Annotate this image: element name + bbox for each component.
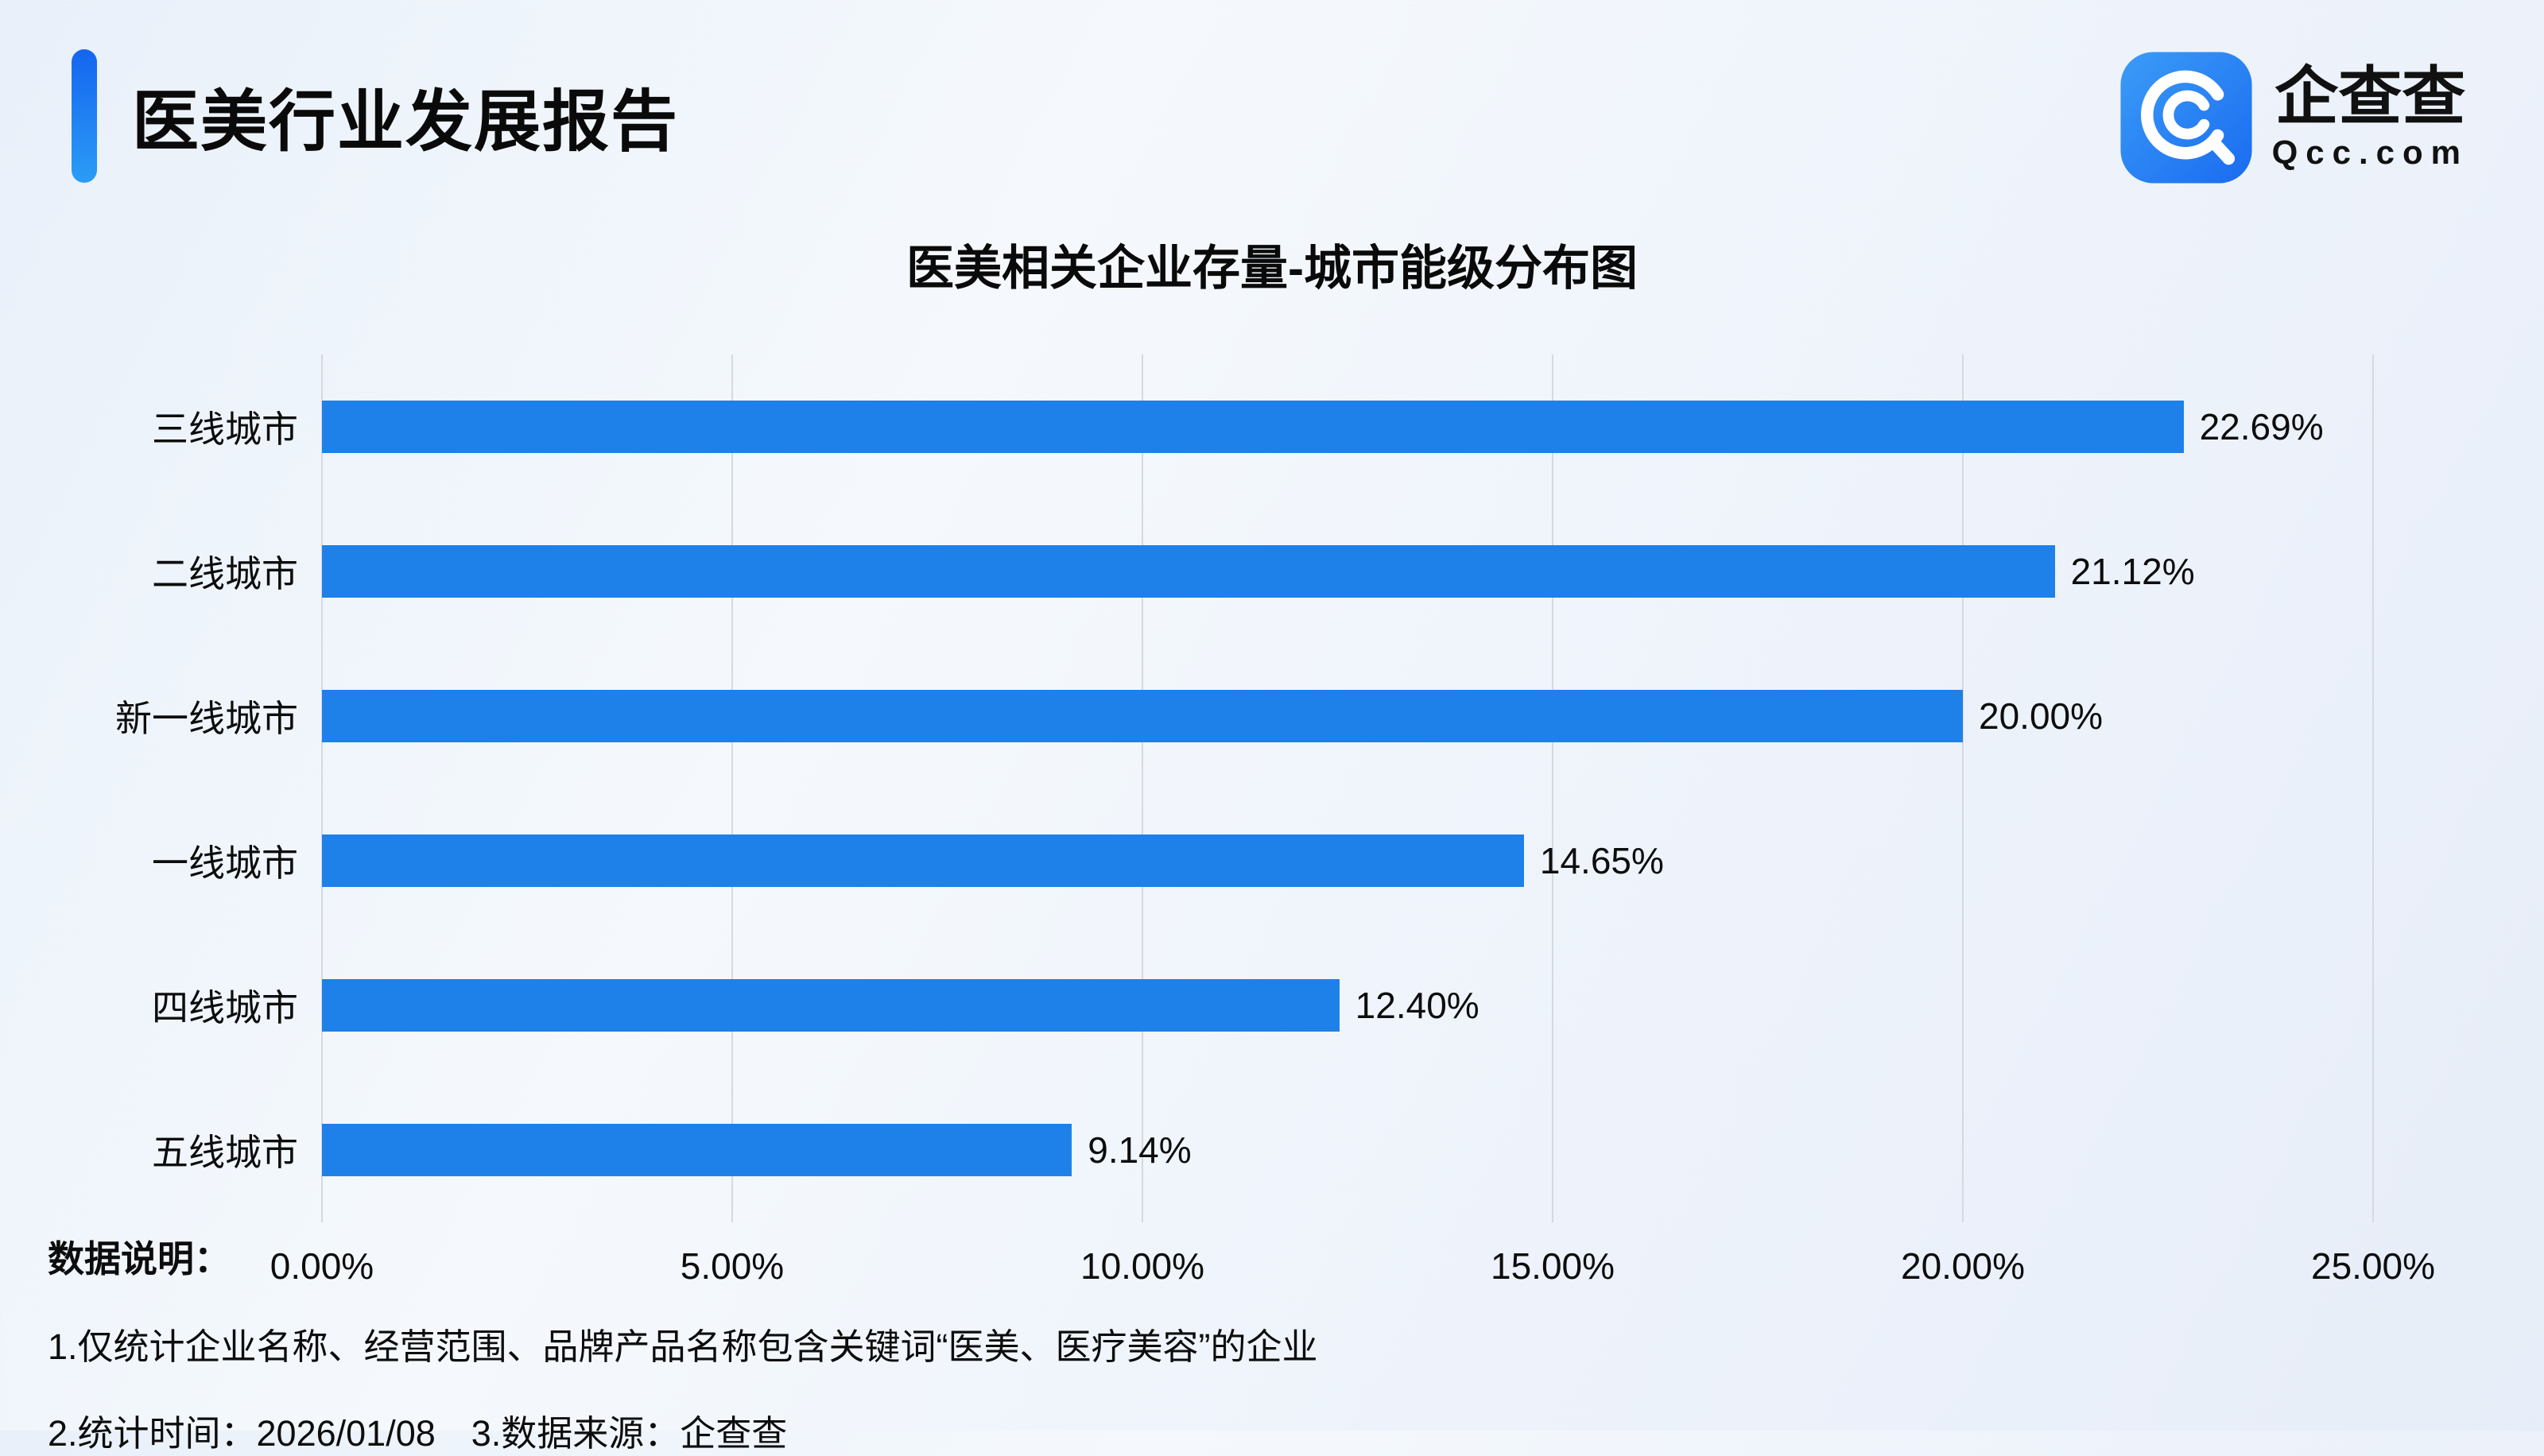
qcc-logo-icon xyxy=(2118,49,2255,186)
y-axis-label: 二线城市 xyxy=(152,553,298,594)
bar xyxy=(322,545,2055,598)
y-axis-label: 新一线城市 xyxy=(115,698,298,739)
bar-value-label: 21.12% xyxy=(2070,551,2195,592)
bar-value-label: 14.65% xyxy=(1539,840,1664,881)
bar xyxy=(322,834,1524,887)
chart-row: 9.14% xyxy=(322,1078,2373,1222)
chart-row: 12.40% xyxy=(322,933,2373,1078)
x-tick-label: 25.00% xyxy=(2310,1245,2436,1287)
chart-row: 21.12% xyxy=(322,499,2373,644)
bar xyxy=(322,1124,1072,1176)
x-tick-label: 0.00% xyxy=(270,1245,374,1287)
bar-value-label: 12.40% xyxy=(1355,985,1479,1026)
gridline xyxy=(1142,354,1143,1222)
x-axis: 0.00% 5.00% 10.00% 15.00% 20.00% 25.00% xyxy=(270,1222,2435,1290)
bar-chart: 三线城市二线城市新一线城市一线城市四线城市五线城市 22.69% 21.12% 20… xyxy=(48,354,2435,1290)
gridline xyxy=(731,354,733,1222)
qcc-logo: 企查查 Qcc.com xyxy=(2118,49,2468,186)
chart-title: 医美相关企业存量-城市能级分布图 xyxy=(906,242,1638,295)
qcc-logo-text: 企查查 Qcc.com xyxy=(2272,64,2468,172)
y-axis-label: 一线城市 xyxy=(152,842,298,884)
chart-row: 22.69% xyxy=(322,354,2373,499)
bar xyxy=(322,979,1340,1032)
y-axis-labels: 三线城市二线城市新一线城市一线城市四线城市五线城市 xyxy=(48,354,322,1290)
report-title: 医美行业发展报告 xyxy=(132,83,680,159)
x-tick-label: 10.00% xyxy=(1080,1245,1205,1287)
bar xyxy=(322,401,2184,453)
bar-value-label: 20.00% xyxy=(1979,695,2104,737)
title-block: 医美行业发展报告 xyxy=(72,49,679,183)
y-axis-label: 四线城市 xyxy=(152,987,298,1028)
bar xyxy=(322,690,1963,742)
x-tick-label: 5.00% xyxy=(680,1245,785,1287)
title-accent-bar xyxy=(72,49,97,183)
x-tick-label: 15.00% xyxy=(1490,1245,1615,1287)
gridline xyxy=(1552,354,1553,1222)
chart-row: 20.00% xyxy=(322,644,2373,788)
bar-value-label: 9.14% xyxy=(1088,1129,1192,1171)
chart-plot-area: 22.69% 21.12% 20.00% 14.65% 12.40% 9.14% xyxy=(321,354,2374,1222)
qcc-domain-text: Qcc.com xyxy=(2271,134,2468,171)
gridline xyxy=(2372,354,2374,1222)
y-axis-label: 三线城市 xyxy=(152,409,298,450)
gridline xyxy=(1962,354,1964,1222)
gridline xyxy=(321,354,323,1222)
x-tick-label: 20.00% xyxy=(1900,1245,2026,1287)
footer-label: 数据说明： xyxy=(48,1238,231,1280)
y-axis-label: 五线城市 xyxy=(152,1132,298,1173)
bar-value-label: 22.69% xyxy=(2199,406,2324,447)
report-header: 医美行业发展报告 企查查 Qcc.com xyxy=(0,0,2544,186)
data-notes: 数据说明： 1.仅统计企业名称、经营范围、品牌产品名称包含关键词“医美、医疗美容… xyxy=(48,1230,1318,1456)
plot-column: 22.69% 21.12% 20.00% 14.65% 12.40% 9.14% 0.00… xyxy=(270,354,2435,1290)
footer-note-1: 1.仅统计企业名称、经营范围、品牌产品名称包含关键词“医美、医疗美容”的企业 xyxy=(48,1326,1318,1367)
qcc-brand-text: 企查查 xyxy=(2274,61,2466,132)
chart-row: 14.65% xyxy=(322,788,2373,933)
